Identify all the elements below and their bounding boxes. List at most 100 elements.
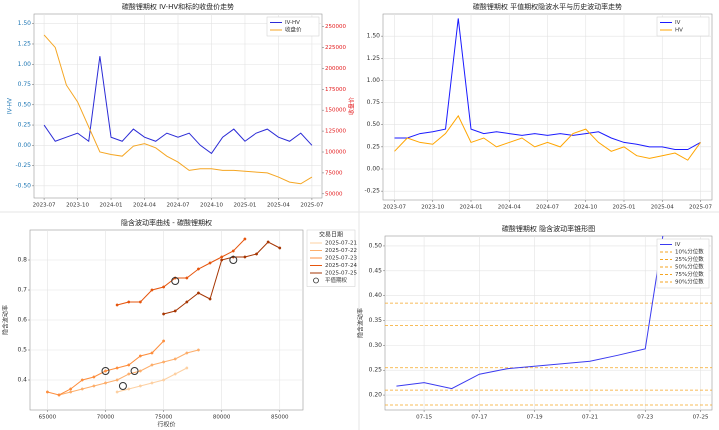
point xyxy=(150,381,154,385)
point xyxy=(127,372,131,376)
y-tick-label: 0.8 xyxy=(17,257,27,264)
x-tick-label: 2024-07 xyxy=(167,203,190,209)
point xyxy=(150,351,154,355)
point xyxy=(162,312,166,316)
point xyxy=(266,240,270,244)
series-line xyxy=(117,238,246,306)
y-tick-label: 0.25 xyxy=(369,367,383,374)
point xyxy=(45,390,49,394)
point xyxy=(162,339,166,343)
point xyxy=(138,300,142,304)
legend-label: HV xyxy=(675,28,683,34)
point xyxy=(278,246,282,250)
point xyxy=(173,372,177,376)
point xyxy=(150,363,154,367)
x-tick-label: 2023-10 xyxy=(66,203,89,209)
legend-label: 2025-07-24 xyxy=(325,263,357,269)
legend-label: 2025-07-23 xyxy=(325,256,357,262)
point xyxy=(196,348,200,352)
point xyxy=(150,288,154,292)
y-tick-label: 0.30 xyxy=(369,342,383,349)
x-tick-label: 70000 xyxy=(97,415,115,421)
atm-marker xyxy=(101,367,110,375)
x-tick-label: 2025-07 xyxy=(300,203,323,209)
point xyxy=(162,285,166,289)
y-tick-label: 0.50 xyxy=(18,101,32,108)
point xyxy=(220,255,224,259)
legend-title: 交易日期 xyxy=(319,231,343,239)
y-tick-label: 0.00 xyxy=(18,142,32,149)
x-tick-label: 2023-10 xyxy=(421,205,444,211)
point xyxy=(127,300,131,304)
legend-label: 2025-07-25 xyxy=(325,271,357,277)
y2-tick-label: 75000 xyxy=(325,170,343,176)
point xyxy=(208,261,212,265)
chart-title: 碳酸锂期权 平值期权隐波水平与历史波动率走势 xyxy=(473,2,622,11)
point xyxy=(220,258,224,262)
x-tick-label: 2023-07 xyxy=(33,203,56,209)
point xyxy=(173,309,177,313)
legend-box xyxy=(656,238,710,289)
x-tick-label: 07-23 xyxy=(637,415,653,421)
y-axis-label: 隐含波动率 xyxy=(2,305,10,335)
point xyxy=(138,384,142,388)
y-tick-label: 0.50 xyxy=(367,121,381,128)
legend-label: 收盘价 xyxy=(285,26,302,34)
x-tick-label: 07-25 xyxy=(693,415,709,421)
y2-tick-label: 225000 xyxy=(325,45,346,51)
point xyxy=(115,378,119,382)
point xyxy=(196,291,200,295)
point xyxy=(80,378,84,382)
y2-tick-label: 150000 xyxy=(325,108,346,114)
point xyxy=(127,363,131,367)
point xyxy=(162,360,166,364)
x-tick-label: 2024-04 xyxy=(133,203,156,209)
x-tick-label: 2025-01 xyxy=(613,205,636,211)
y2-axis-label: 收盘价 xyxy=(348,97,356,115)
point xyxy=(104,369,107,373)
point xyxy=(138,369,142,373)
x-tick-label: 2025-07 xyxy=(689,205,712,211)
atm-marker xyxy=(118,382,127,390)
point xyxy=(104,381,107,385)
x-tick-label: 65000 xyxy=(39,415,57,421)
point xyxy=(115,303,119,307)
legend-label: 2025-07-21 xyxy=(325,241,357,247)
x-tick-label: 2023-07 xyxy=(383,205,406,211)
point xyxy=(127,387,131,391)
y-tick-label: 0.20 xyxy=(369,392,383,399)
y-tick-label: -0.25 xyxy=(15,162,31,169)
x-tick-label: 75000 xyxy=(155,415,173,421)
y-tick-label: 1.25 xyxy=(18,40,32,47)
y-tick-label: -0.50 xyxy=(15,182,31,189)
chart-title: 隐含波动率曲线 - 碳酸锂期权 xyxy=(121,218,212,227)
point xyxy=(162,378,166,382)
x-tick-label: 2025-01 xyxy=(233,203,256,209)
series-line xyxy=(394,114,701,161)
legend-label: IV-HV xyxy=(285,20,300,26)
point xyxy=(69,387,73,391)
x-tick-label: 80000 xyxy=(213,415,231,421)
x-tick-label: 07-21 xyxy=(582,415,598,421)
y-tick-label: 1.50 xyxy=(367,33,381,40)
point xyxy=(138,354,142,358)
plot xyxy=(43,34,313,185)
y2-tick-label: 250000 xyxy=(325,24,346,30)
legend-label: IV xyxy=(675,242,681,248)
x-tick-label: 2025-04 xyxy=(267,203,290,209)
x-tick-label: 85000 xyxy=(271,415,289,421)
panel: 0.4 0.5 0.6 0.7 0.8 65000 70000 75000 80000 85000… xyxy=(2,218,358,429)
atm-marker xyxy=(229,256,238,264)
point xyxy=(185,366,189,370)
x-tick-label: 2024-10 xyxy=(574,205,597,211)
x-tick-label: 07-19 xyxy=(527,415,543,421)
y2-tick-label: 200000 xyxy=(325,66,346,72)
point xyxy=(185,351,189,355)
legend-label: 2025-07-22 xyxy=(325,248,357,254)
y-tick-label: 0.35 xyxy=(369,317,383,324)
y-axis-label: IV-HV xyxy=(7,97,14,114)
y-tick-label: 0.7 xyxy=(17,287,27,294)
x-tick-label: 2024-10 xyxy=(200,203,223,209)
x-tick-label: 2024-01 xyxy=(100,203,123,209)
